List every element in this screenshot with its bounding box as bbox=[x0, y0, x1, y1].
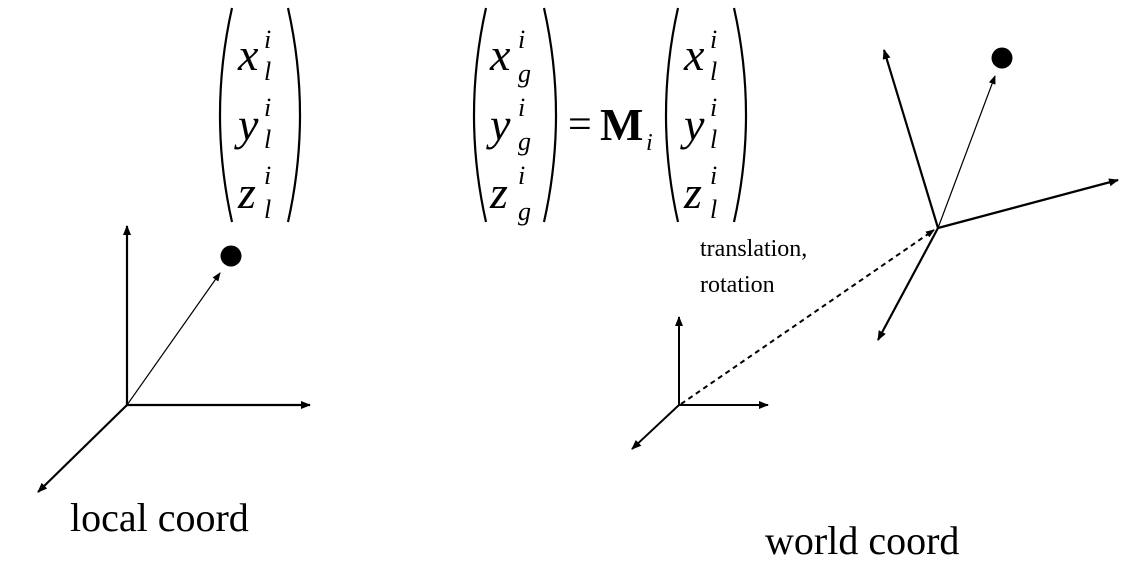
svg-text:z: z bbox=[683, 167, 702, 218]
matrix-symbol: M bbox=[600, 99, 643, 150]
local-z-axis bbox=[37, 404, 128, 493]
transform-label-line1: translation, bbox=[700, 236, 807, 262]
svg-text:g: g bbox=[518, 59, 531, 88]
world-z-axis bbox=[631, 404, 680, 450]
svg-text:z: z bbox=[237, 167, 256, 218]
world-frame bbox=[631, 229, 935, 450]
local-point-vector bbox=[126, 272, 221, 406]
transformed-local-frame bbox=[877, 47, 1119, 341]
svg-text:x: x bbox=[489, 29, 511, 80]
right-paren bbox=[732, 7, 748, 223]
svg-text:l: l bbox=[264, 57, 271, 86]
svg-text:i: i bbox=[710, 161, 717, 190]
svg-text:l: l bbox=[710, 195, 717, 224]
svg-text:l: l bbox=[710, 57, 717, 86]
svg-text:l: l bbox=[710, 125, 717, 154]
local-z-entry: z i l bbox=[237, 161, 271, 224]
equals-sign: = bbox=[568, 102, 592, 148]
local-y-entry: y i l bbox=[234, 93, 271, 154]
transformed-point-vector bbox=[937, 75, 996, 229]
global-y-entry: y i g bbox=[486, 93, 531, 156]
svg-text:i: i bbox=[264, 25, 271, 54]
local-point bbox=[220, 245, 242, 267]
svg-text:i: i bbox=[518, 25, 525, 54]
svg-text:i: i bbox=[518, 161, 525, 190]
svg-text:g: g bbox=[518, 127, 531, 156]
local-vector: x i l y i l z i l bbox=[218, 7, 302, 224]
svg-text:i: i bbox=[710, 25, 717, 54]
svg-text:i: i bbox=[264, 161, 271, 190]
svg-text:g: g bbox=[518, 197, 531, 226]
transformed-y-axis bbox=[882, 49, 940, 229]
transformed-x-axis bbox=[937, 178, 1119, 230]
global-vector: x i g y i g z i g bbox=[472, 7, 558, 226]
local-x-entry: x i l bbox=[237, 25, 271, 86]
world-caption: world coord bbox=[765, 518, 959, 562]
left-paren bbox=[664, 7, 680, 223]
svg-text:y: y bbox=[680, 99, 705, 150]
global-x-entry: x i g bbox=[489, 25, 531, 88]
rhs-z-entry: z i l bbox=[683, 161, 717, 224]
translation-vector bbox=[680, 229, 935, 405]
global-z-entry: z i g bbox=[489, 161, 531, 226]
right-paren bbox=[286, 7, 302, 223]
transform-label-line2: rotation bbox=[700, 272, 775, 298]
rhs-y-entry: y i l bbox=[680, 93, 717, 154]
svg-text:i: i bbox=[518, 93, 525, 122]
transformed-point bbox=[991, 47, 1013, 69]
rhs-local-vector: x i l y i l z i l bbox=[664, 7, 748, 224]
local-frame bbox=[37, 225, 311, 493]
svg-text:y: y bbox=[486, 99, 511, 150]
matrix-subscript: i bbox=[646, 130, 653, 156]
svg-text:l: l bbox=[264, 195, 271, 224]
right-paren bbox=[542, 7, 558, 223]
svg-text:x: x bbox=[237, 29, 259, 80]
local-caption: local coord bbox=[70, 495, 249, 540]
svg-text:l: l bbox=[264, 125, 271, 154]
svg-text:z: z bbox=[489, 167, 508, 218]
rhs-x-entry: x i l bbox=[683, 25, 717, 86]
svg-text:x: x bbox=[683, 29, 705, 80]
transformed-z-axis bbox=[877, 227, 939, 341]
svg-text:i: i bbox=[264, 93, 271, 122]
left-paren bbox=[218, 7, 234, 223]
transform-equation: x i g y i g z i g = M i x i l bbox=[472, 7, 748, 226]
svg-text:i: i bbox=[710, 93, 717, 122]
left-paren bbox=[472, 7, 488, 223]
svg-text:y: y bbox=[234, 99, 259, 150]
